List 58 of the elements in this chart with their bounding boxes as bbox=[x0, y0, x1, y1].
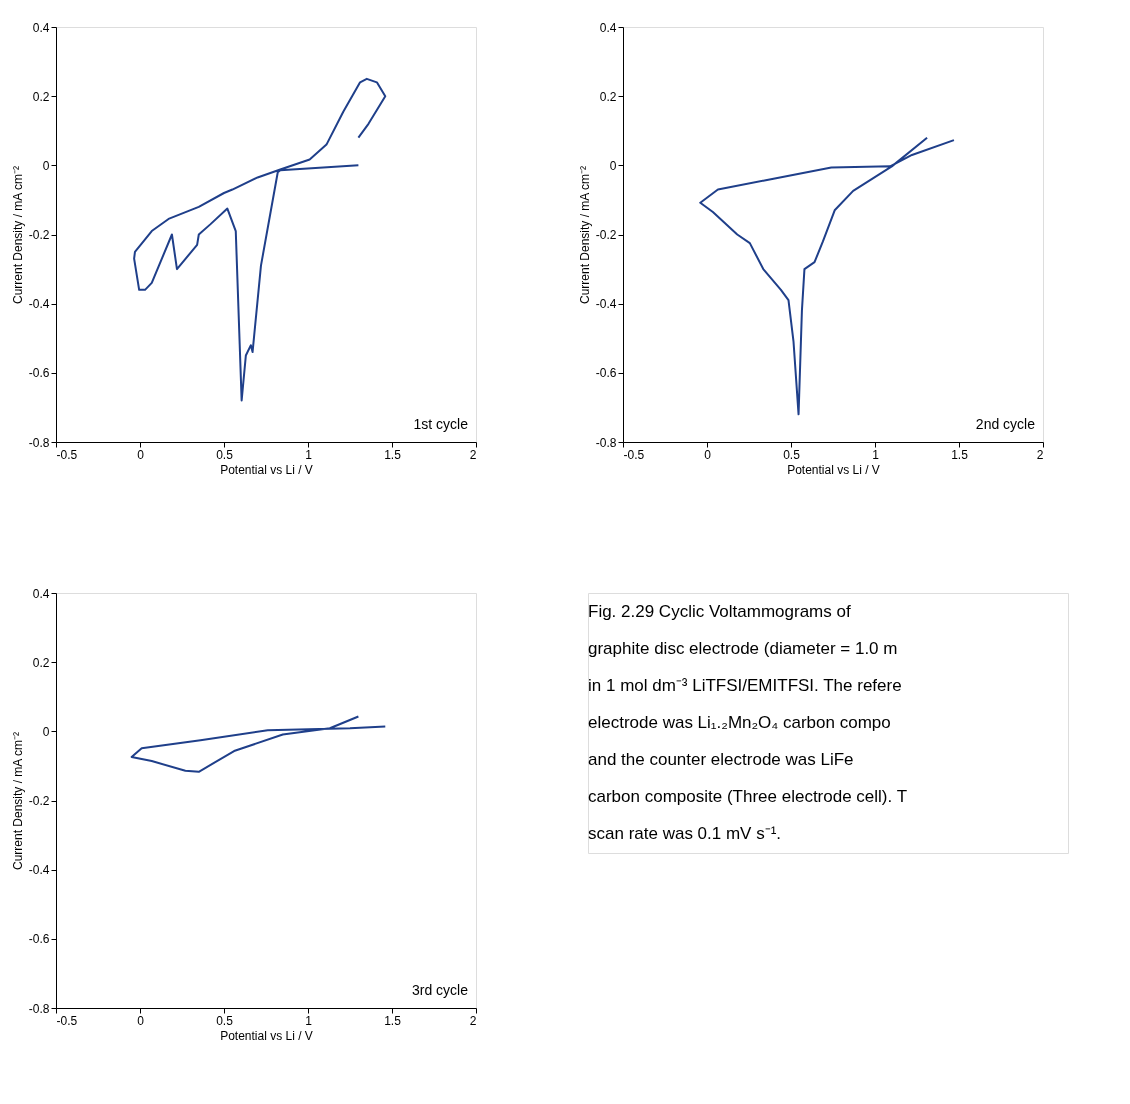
y-tick-label: -0.8 bbox=[28, 435, 50, 450]
annotation: 3rd cycle bbox=[411, 982, 469, 998]
y-tick-label: -0.8 bbox=[28, 1001, 50, 1016]
x-tick-label: 0 bbox=[704, 447, 712, 462]
x-tick-label: -0.5 bbox=[56, 447, 78, 462]
text: electrode was Li₁.₂Mn₂O₄ carbon compo bbox=[588, 713, 891, 732]
line-series bbox=[130, 715, 387, 773]
y-tick-label: 0.4 bbox=[599, 20, 617, 35]
x-tick-label: 0.5 bbox=[216, 1013, 234, 1028]
text: graphite disc electrode (diameter = 1.0 m bbox=[588, 638, 898, 658]
y-tick-label: -0.4 bbox=[28, 863, 50, 878]
x-tick-label: 0.5 bbox=[216, 447, 234, 462]
y-tick-label: 0 bbox=[609, 158, 617, 173]
x-axis-title: Potential vs Li / V bbox=[220, 462, 313, 477]
text: scan rate was 0.1 mV s⁻¹. bbox=[588, 824, 782, 844]
x-tick-label: 1 bbox=[305, 1013, 313, 1028]
y-tick-label: 0.4 bbox=[32, 586, 50, 601]
y-tick-label: 0.2 bbox=[599, 89, 617, 104]
text: in 1 mol dm⁻³ LiTFSI/EMITFSI. The refere bbox=[588, 675, 902, 695]
x-tick-label: 1 bbox=[872, 447, 880, 462]
x-tick-label: 2 bbox=[469, 1013, 477, 1028]
y-axis-title: Current Density / mA cm⁻² bbox=[10, 731, 25, 871]
x-tick-label: 1.5 bbox=[384, 447, 402, 462]
x-tick-label: 0 bbox=[137, 1013, 145, 1028]
y-tick-label: -0.2 bbox=[28, 228, 50, 242]
y-tick-label: 0 bbox=[42, 724, 50, 739]
line-series bbox=[133, 77, 387, 402]
y-tick-label: -0.2 bbox=[595, 228, 617, 242]
y-tick-label: -0.6 bbox=[28, 366, 50, 381]
text: and the counter electrode was LiFe bbox=[588, 750, 854, 770]
x-tick-label: 2 bbox=[469, 447, 477, 462]
y-axis-title: Current Density / mA cm⁻² bbox=[10, 165, 25, 305]
x-tick-label: 1.5 bbox=[951, 447, 969, 462]
annotation: 1st cycle bbox=[413, 416, 469, 432]
x-tick-label: -0.5 bbox=[623, 447, 645, 462]
line-series bbox=[699, 136, 955, 416]
y-tick-label: -0.4 bbox=[595, 297, 617, 312]
x-axis-title: Potential vs Li / V bbox=[787, 462, 880, 477]
x-tick-label: 0 bbox=[137, 447, 145, 462]
x-tick-label: 1 bbox=[305, 447, 313, 462]
y-tick-label: -0.6 bbox=[595, 366, 617, 381]
caption: Fig. 2.29 Cyclic Voltammograms of bbox=[588, 601, 851, 621]
y-tick-label: 0 bbox=[42, 158, 50, 173]
y-axis-title: Current Density / mA cm⁻² bbox=[577, 165, 592, 305]
x-tick-label: 0.5 bbox=[783, 447, 801, 462]
x-tick-label: -0.5 bbox=[56, 1013, 78, 1028]
y-tick-label: 0.2 bbox=[32, 89, 50, 104]
y-tick-label: -0.6 bbox=[28, 932, 50, 947]
y-tick-label: -0.8 bbox=[595, 435, 617, 450]
annotation: 2nd cycle bbox=[975, 416, 1036, 432]
x-tick-label: 1.5 bbox=[384, 1013, 402, 1028]
x-tick-label: 2 bbox=[1036, 447, 1044, 462]
y-tick-label: -0.4 bbox=[28, 297, 50, 312]
y-tick-label: 0.2 bbox=[32, 655, 50, 670]
text: carbon composite (Three electrode cell). T bbox=[588, 787, 908, 807]
y-tick-label: -0.2 bbox=[28, 794, 50, 808]
x-axis-title: Potential vs Li / V bbox=[220, 1028, 313, 1043]
y-tick-label: 0.4 bbox=[32, 20, 50, 35]
